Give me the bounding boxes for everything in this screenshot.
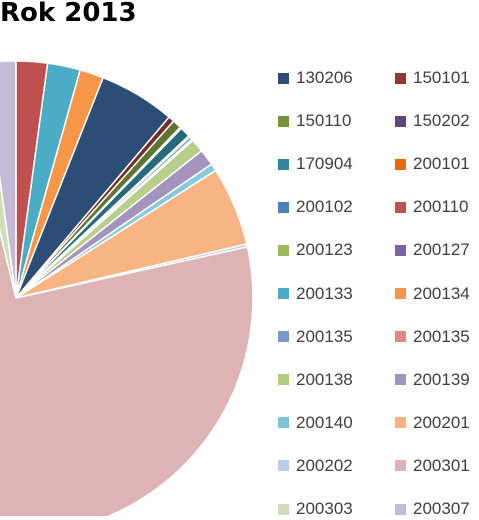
legend-label: 170904 [296, 154, 353, 174]
legend-item: 200101 [395, 153, 470, 175]
legend-item: 200202 [278, 455, 353, 477]
legend-item: 200134 [395, 283, 470, 305]
legend-swatch [395, 460, 406, 472]
legend-label: 200133 [296, 283, 353, 303]
legend-label: 200110 [413, 197, 469, 217]
legend-item: 200139 [395, 369, 470, 391]
legend-swatch [395, 288, 406, 299]
legend-item: 130206 [278, 67, 353, 89]
legend-item: 150110 [278, 110, 351, 132]
legend-label: 200138 [296, 369, 353, 389]
legend-item: 200303 [278, 498, 353, 520]
legend-label: 200127 [413, 240, 470, 260]
legend-swatch [395, 158, 406, 170]
legend-swatch [278, 460, 289, 472]
legend-label: 200123 [296, 240, 353, 260]
legend-label: 150101 [413, 68, 470, 87]
legend-swatch [278, 288, 289, 299]
legend-label: 130206 [296, 68, 353, 87]
pie-slice-200301-19 [0, 228, 254, 516]
legend-item: 200102 [278, 196, 353, 218]
legend-label: 200201 [413, 412, 470, 432]
legend-swatch [278, 331, 289, 343]
legend-swatch [278, 201, 289, 213]
chart-title: Rok 2013 [0, 0, 137, 28]
legend-label: 200134 [413, 283, 470, 303]
legend-swatch [278, 417, 289, 429]
legend-swatch [395, 374, 406, 386]
legend-swatch [278, 374, 289, 386]
legend-swatch [395, 115, 406, 127]
legend-item: 200135 [278, 326, 353, 348]
legend-swatch [278, 158, 289, 170]
pie-slice-200303-20 [0, 173, 17, 299]
legend-label: 200101 [413, 154, 470, 174]
legend-label: 200139 [413, 369, 470, 389]
legend-swatch [278, 503, 289, 515]
legend-item: 200133 [278, 283, 353, 305]
legend-label: 200303 [296, 499, 353, 518]
legend-swatch [395, 503, 406, 515]
legend-swatch [278, 72, 289, 84]
legend-label: 200102 [296, 197, 353, 217]
legend-item: 200307 [395, 498, 470, 520]
legend-label: 150202 [413, 111, 470, 131]
legend-label: 200307 [413, 499, 470, 518]
legend-swatch [278, 244, 289, 256]
legend-swatch [395, 417, 406, 429]
legend-item: 200138 [278, 369, 353, 391]
legend-item: 200127 [395, 239, 470, 261]
legend-item: 170904 [278, 153, 353, 175]
legend-item: 150202 [395, 110, 470, 132]
legend-label: 150110 [296, 111, 352, 131]
legend-swatch [395, 331, 406, 343]
legend-item: 200140 [278, 412, 353, 434]
legend-swatch [395, 72, 406, 84]
legend-swatch [278, 115, 289, 127]
legend-swatch [395, 201, 406, 213]
legend-label: 200301 [413, 455, 470, 475]
legend-label: 200140 [296, 412, 353, 432]
legend-item: 200123 [278, 239, 353, 261]
legend-label: 200135 [413, 326, 470, 346]
pie-slice-200307-21 [0, 60, 17, 299]
legend-swatch [395, 244, 406, 256]
legend-item: 200110 [395, 196, 468, 218]
legend-label: 200202 [296, 455, 353, 475]
legend-item: 200301 [395, 455, 470, 477]
legend-label: 200135 [296, 326, 353, 346]
legend-item: 200135 [395, 326, 470, 348]
legend-item: 150101 [395, 67, 470, 89]
legend-item: 200201 [395, 412, 470, 434]
